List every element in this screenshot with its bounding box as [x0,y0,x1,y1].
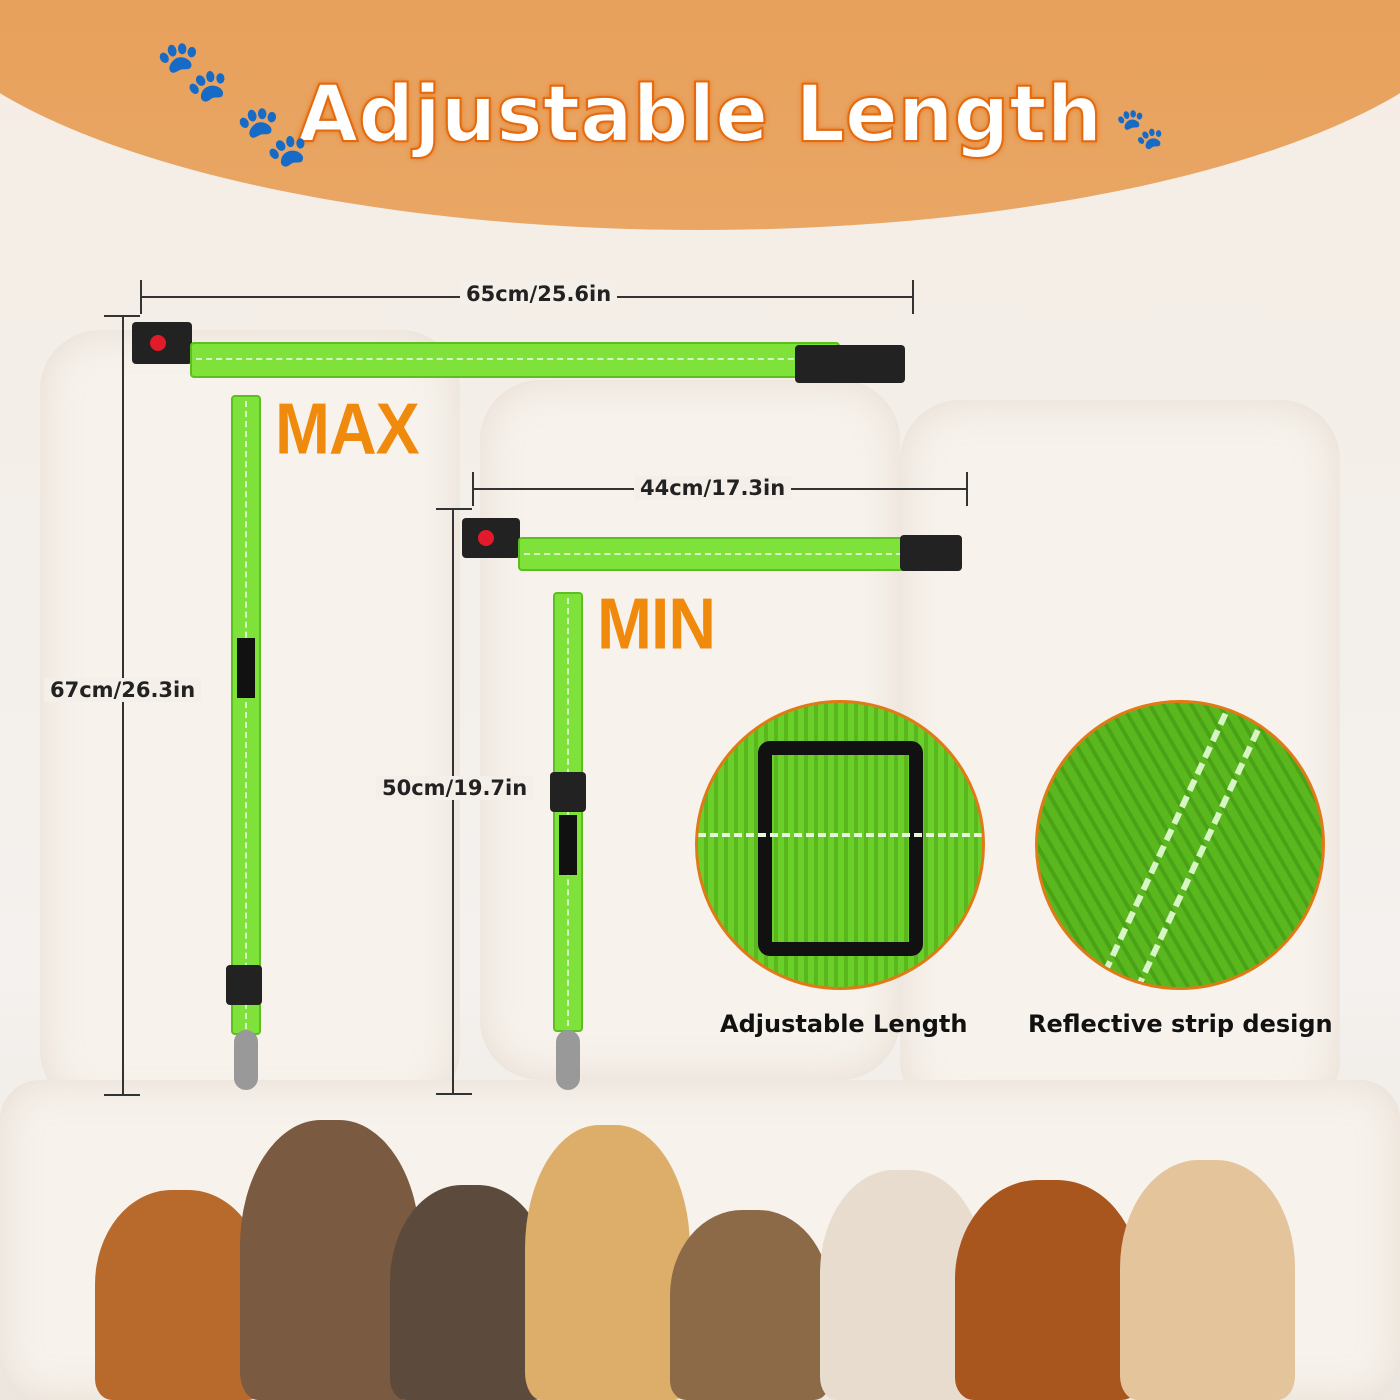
dog-image [525,1125,690,1400]
paw-icon: 🐾 [235,101,310,171]
adjuster [226,965,262,1005]
hook [234,1030,258,1090]
feature-caption: Reflective strip design [1028,1010,1333,1038]
buckle [795,345,905,383]
max-strap [190,342,840,378]
max-tether [231,395,261,1035]
min-label: MIN [597,582,716,664]
brand-label [237,638,255,698]
reflective-strip-detail-image [1035,700,1325,990]
min-tether [553,592,583,1032]
max-length-dimension-line [122,316,124,1096]
dog-image [95,1190,265,1400]
hook [556,1030,580,1090]
paw-icon: 🐾 [1115,106,1165,152]
adjuster-detail-image [695,700,985,990]
buckle [900,535,962,571]
dog-image [670,1210,830,1400]
max-length-label: 67cm/26.3in [44,678,202,702]
min-length-label: 50cm/19.7in [376,776,534,800]
adjuster [550,772,586,812]
dog-image [390,1185,550,1400]
min-length-dimension-line [452,508,454,1094]
paw-icon: 🐾 [155,36,230,106]
min-width-label: 44cm/17.3in [634,476,792,500]
dog-image [955,1180,1140,1400]
brand-label [559,815,577,875]
max-width-label: 65cm/25.6in [460,282,618,306]
dog-image [1120,1160,1295,1400]
max-label: MAX [275,387,420,469]
min-strap [518,537,918,571]
page-title: Adjustable Length [297,69,1103,161]
feature-caption: Adjustable Length [720,1010,968,1038]
